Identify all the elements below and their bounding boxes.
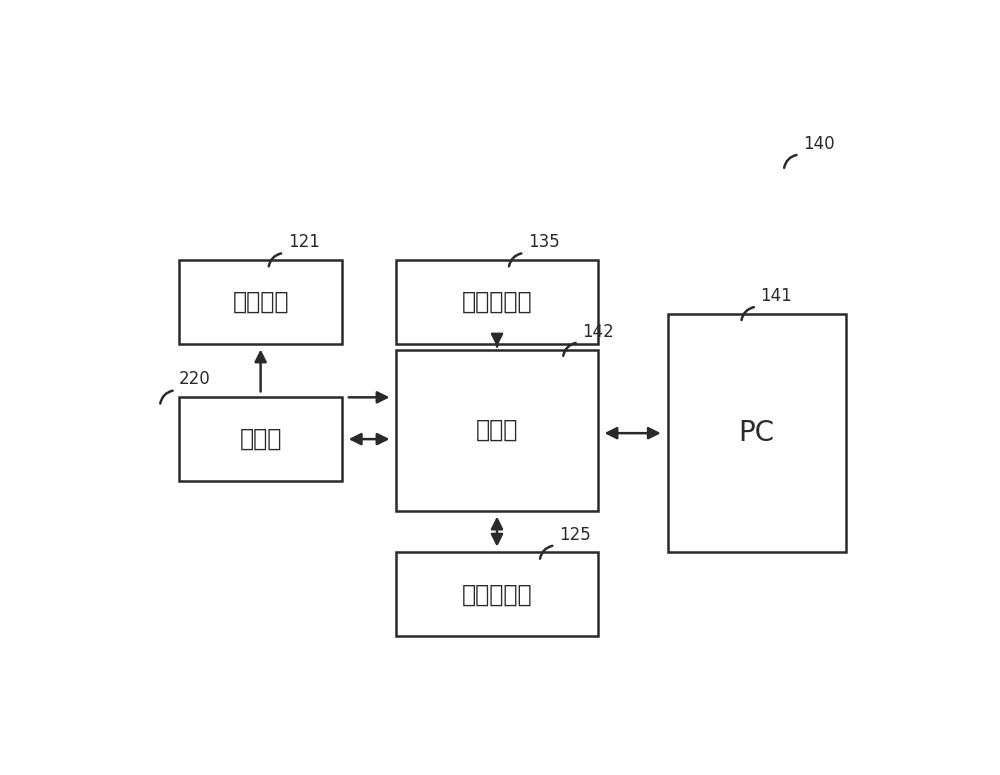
Text: 压力传感器: 压力传感器 (462, 582, 532, 606)
Text: PC: PC (739, 419, 775, 447)
Text: 220: 220 (179, 370, 211, 388)
Bar (179, 398, 342, 480)
Bar (396, 350, 598, 511)
Text: 125: 125 (559, 525, 591, 543)
Bar (668, 314, 846, 553)
Text: 电子锁: 电子锁 (239, 427, 282, 451)
Text: 141: 141 (761, 287, 792, 305)
Bar (396, 260, 598, 343)
Text: 驱动电机: 驱动电机 (232, 290, 289, 314)
Text: 控制器: 控制器 (476, 418, 518, 443)
Text: 142: 142 (582, 322, 614, 341)
Bar (179, 260, 342, 343)
Text: 121: 121 (288, 233, 320, 251)
Text: 角度传感器: 角度传感器 (462, 290, 532, 314)
Text: 140: 140 (803, 135, 835, 153)
Text: 135: 135 (528, 233, 560, 251)
Bar (396, 553, 598, 636)
